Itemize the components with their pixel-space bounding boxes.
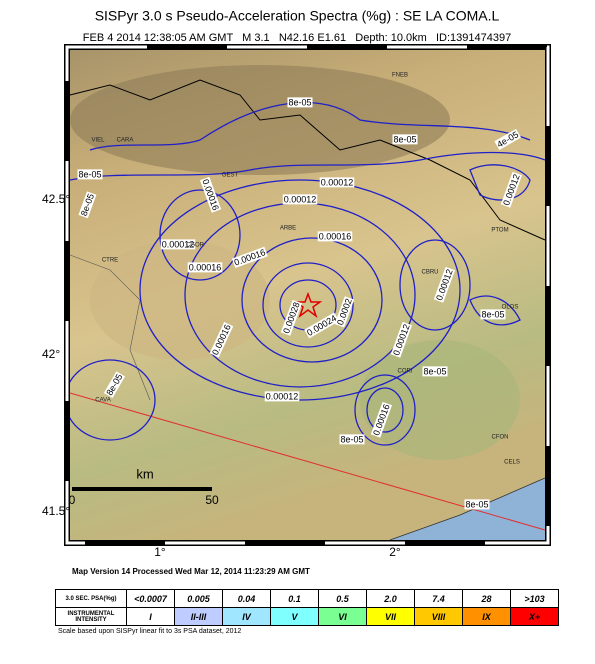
contour-label: 8e-05 bbox=[340, 434, 363, 444]
contour-label-bg bbox=[280, 299, 303, 336]
border bbox=[69, 79, 546, 241]
contour-label: 8e-05 bbox=[288, 97, 311, 107]
legend-header: INSTRUMENTAL INTENSITY bbox=[55, 607, 127, 626]
sea bbox=[390, 478, 545, 540]
place-label: CARA bbox=[117, 138, 134, 144]
place-label: CFON bbox=[492, 435, 509, 441]
contour-label-bg bbox=[339, 434, 365, 445]
coastline bbox=[389, 477, 546, 541]
legend-cell: X+ bbox=[510, 607, 559, 626]
contour-label-bg bbox=[160, 239, 196, 250]
terrain bbox=[360, 340, 520, 460]
lon-label: 2° bbox=[389, 545, 401, 559]
legend-cell: V bbox=[270, 607, 319, 626]
lat-label: 41.5° bbox=[42, 504, 70, 518]
legend-cell: 0.04 bbox=[222, 589, 271, 608]
contour-label-bg bbox=[77, 169, 103, 180]
contour-label-bg bbox=[187, 262, 223, 273]
legend: 3.0 SEC. PSA(%g) <0.0007 0.005 0.04 0.1 0.5 2.… bbox=[55, 589, 559, 626]
lat-label: 42.5° bbox=[42, 192, 70, 206]
contour-label-bg bbox=[209, 321, 234, 358]
place-label: OLOS bbox=[502, 305, 519, 311]
place-label: ARBE bbox=[280, 226, 296, 232]
place-label: CELS bbox=[504, 460, 520, 466]
legend-cell: VI bbox=[318, 607, 367, 626]
contour-label-bg bbox=[494, 128, 522, 151]
legend-header: 3.0 SEC. PSA(%g) bbox=[55, 589, 127, 608]
legend-cell: II-III bbox=[174, 607, 223, 626]
legend-cell: <0.0007 bbox=[126, 589, 175, 608]
note: Scale based upon SISPyr linear fit to 3s… bbox=[58, 628, 242, 635]
contour-label: 0.00012 bbox=[321, 177, 354, 187]
legend-cell: VIII bbox=[414, 607, 463, 626]
contour-label-bg bbox=[287, 97, 313, 108]
contour-label: 8e-05 bbox=[423, 366, 446, 376]
legend-cell: 0.5 bbox=[318, 589, 367, 608]
legend-cell: 0.005 bbox=[174, 589, 223, 608]
contour-label: 8e-05 bbox=[393, 134, 416, 144]
version: Map Version 14 Processed Wed Mar 12, 201… bbox=[72, 567, 310, 576]
scale-end: 50 bbox=[205, 493, 219, 507]
contour-label-bg bbox=[422, 366, 448, 377]
place-label: FNEB bbox=[392, 73, 408, 79]
place-label: GEST bbox=[222, 173, 239, 179]
contour-label-bg bbox=[370, 401, 393, 438]
contour-label: 0.00012 bbox=[162, 239, 195, 249]
place-label: CGOR bbox=[186, 243, 205, 249]
contour-label-bg bbox=[390, 321, 413, 358]
contour-label-bg bbox=[317, 231, 353, 242]
place-label: CTRE bbox=[102, 258, 118, 264]
map-frame bbox=[64, 44, 551, 546]
contour-label-bg bbox=[231, 246, 268, 269]
legend-cell: IV bbox=[222, 607, 271, 626]
contour-label-bg bbox=[103, 371, 126, 399]
lat-label: 42° bbox=[42, 347, 60, 361]
map-figure: SISPyr 3.0 s Pseudo-Acceleration Spectra… bbox=[42, 8, 551, 576]
contour-label: 8e-05 bbox=[78, 169, 101, 179]
contour-label-bg bbox=[500, 171, 523, 208]
legend-cell: 7.4 bbox=[414, 589, 463, 608]
contour-label: 0.00016 bbox=[319, 231, 352, 241]
contour-label-bg bbox=[199, 176, 222, 213]
place-label: CAVA bbox=[95, 398, 110, 404]
contour-label: 8e-05 bbox=[481, 309, 504, 319]
place-label: CORI bbox=[398, 369, 413, 375]
legend-cell: IX bbox=[462, 607, 511, 626]
lon-label: 1° bbox=[154, 545, 166, 559]
contour-label-bg bbox=[334, 296, 355, 328]
legend-cell: I bbox=[126, 607, 175, 626]
legend-cell: 28 bbox=[462, 589, 511, 608]
contour-label-bg bbox=[464, 499, 490, 510]
legend-cell: 0.1 bbox=[270, 589, 319, 608]
scale-start: 0 bbox=[69, 493, 76, 507]
subtitle: FEB 4 2014 12:38:05 AM GMT M 3.1 N42.16 … bbox=[83, 32, 511, 44]
legend-cell: 2.0 bbox=[366, 589, 415, 608]
contour-label-bg bbox=[392, 134, 418, 145]
contour-label-bg bbox=[480, 309, 506, 320]
contour-label: 8e-05 bbox=[465, 499, 488, 509]
scale-unit: km bbox=[136, 466, 153, 481]
place-label: VIEL bbox=[91, 138, 105, 144]
contour-label: 0.00012 bbox=[284, 194, 317, 204]
contour-label-bg bbox=[282, 194, 318, 205]
contour-label-bg bbox=[264, 391, 300, 402]
legend-cell: VII bbox=[366, 607, 415, 626]
contour-label-bg bbox=[433, 266, 456, 303]
epicenter bbox=[293, 291, 323, 319]
title: SISPyr 3.0 s Pseudo-Acceleration Spectra… bbox=[95, 8, 500, 24]
map-area: km 0 50 bbox=[64, 44, 551, 546]
contour-label-bg bbox=[319, 177, 355, 188]
scale-bar: km 0 50 bbox=[69, 466, 219, 507]
legend-cell: >103 bbox=[510, 589, 559, 608]
contour-label-bg bbox=[78, 191, 97, 219]
place-label: CBRU bbox=[421, 270, 438, 276]
contour-label: 0.00016 bbox=[189, 262, 222, 272]
place-label: PTOM bbox=[491, 228, 508, 234]
contour-label-bg bbox=[304, 312, 340, 339]
contour-label: 0.00012 bbox=[266, 391, 299, 401]
